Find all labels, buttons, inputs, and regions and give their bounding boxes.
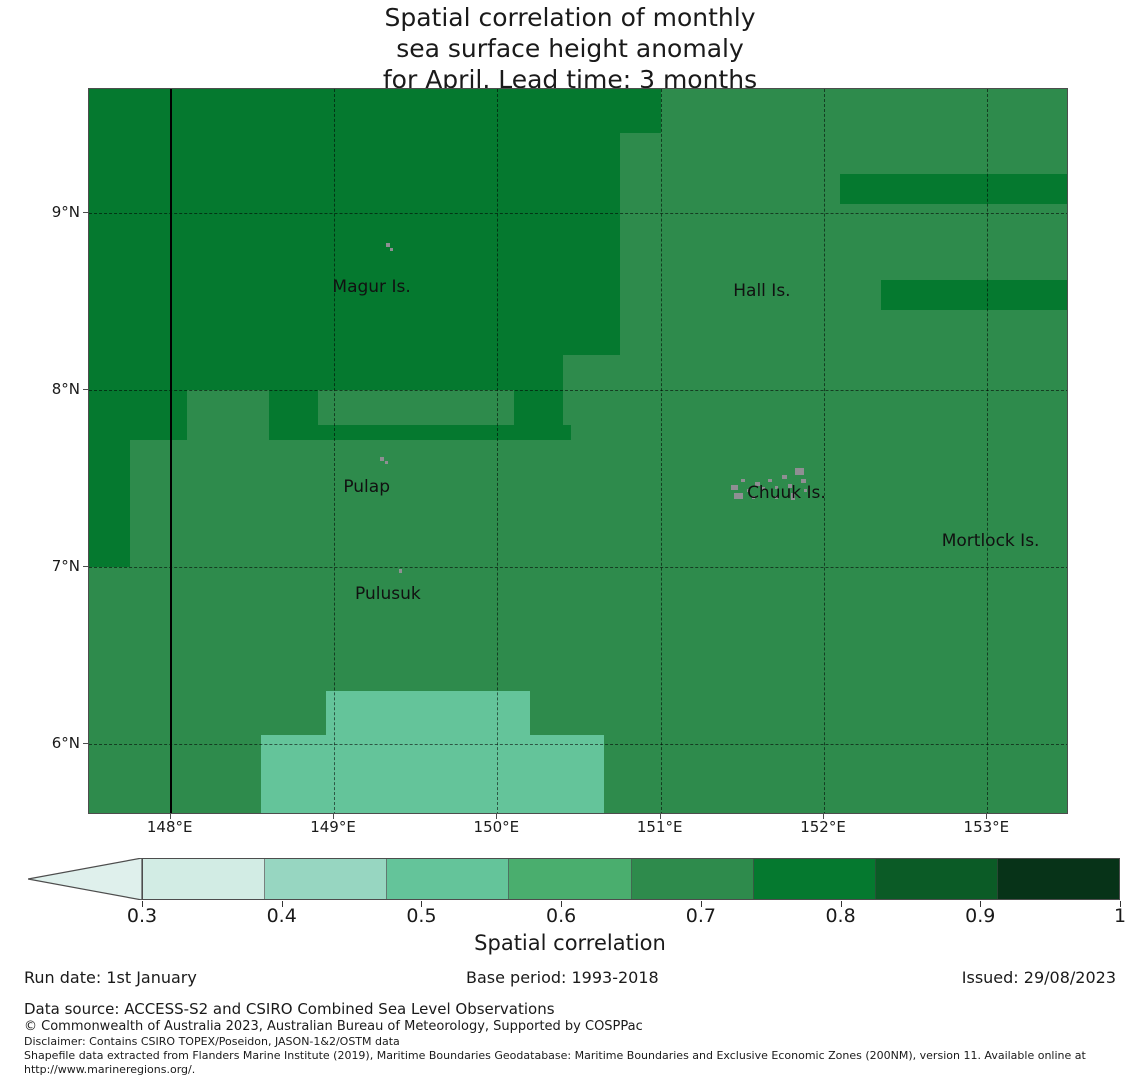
island-shape: [768, 478, 773, 482]
page-title: Spatial correlation of monthly sea surfa…: [382, 3, 758, 94]
heatmap-cell: [660, 89, 1067, 134]
map-label-pulusuk: Pulusuk: [355, 583, 421, 604]
colorbar-tick-label: 0.3: [126, 905, 158, 927]
island-shape: [761, 486, 765, 490]
map-label-hall-is: Hall Is.: [733, 280, 791, 301]
shapefile-text: Shapefile data extracted from Flanders M…: [24, 1049, 1086, 1076]
copyright-text: © Commonwealth of Australia 2023, Austra…: [24, 1019, 643, 1034]
map-label-chuuk-is: Chuuk Is.: [747, 482, 826, 503]
colorbar-tick-mark: [561, 901, 563, 907]
colorbar-segment: [631, 859, 754, 899]
credits-block: Data source: ACCESS-S2 and CSIRO Combine…: [24, 1000, 1124, 1077]
colorbar-segment: [387, 859, 510, 899]
y-axis-tick-mark: [83, 389, 88, 391]
colorbar-tick-mark: [421, 901, 423, 907]
island-shape: [781, 475, 787, 480]
y-axis-tick-label: 8°N: [51, 380, 80, 399]
y-axis-tick-mark: [83, 211, 88, 213]
island-shape: [752, 496, 756, 500]
island-polygons: [89, 89, 1067, 813]
colorbar-tick-label: 0.4: [266, 905, 297, 927]
island-shape: [384, 460, 388, 464]
heatmap-cell: [325, 691, 530, 736]
heatmap-cell: [668, 204, 1067, 355]
x-axis-tick-label: 153°E: [963, 818, 1010, 836]
colorbar-segment: [875, 859, 998, 899]
heatmap-cell: [89, 89, 620, 205]
map-plot-area: Magur Is. Hall Is. Pulap Chuuk Is. Mortlock …: [88, 88, 1068, 814]
y-axis-tick-mark: [83, 743, 88, 745]
island-shape: [379, 457, 384, 462]
x-axis-tick-mark: [823, 814, 824, 819]
base-period: Base period: 1993-2018: [466, 968, 659, 987]
colorbar-tick-mark: [1120, 901, 1121, 907]
heatmap-cell: [260, 735, 604, 813]
disclaimer-text: Disclaimer: Contains CSIRO TOPEX/Poseido…: [24, 1035, 400, 1048]
x-axis-tick-label: 150°E: [473, 818, 520, 836]
colorbar-segment: [509, 859, 632, 899]
colorbar-segment: [753, 859, 876, 899]
island-shape: [730, 484, 738, 490]
map-label-mortlock-is: Mortlock Is.: [941, 530, 1040, 551]
x-axis-tick-mark: [659, 814, 661, 819]
colorbar-tick-label: 1: [1113, 905, 1127, 927]
colorbar-segment: [265, 859, 388, 899]
colorbar-tick-mark: [142, 901, 143, 907]
island-shape: [389, 248, 393, 252]
map-label-pulap: Pulap: [343, 477, 390, 498]
heatmap-cell: [317, 390, 514, 426]
colorbar-tick-mark: [281, 901, 283, 907]
colorbar-segment: [143, 859, 266, 899]
run-date: Run date: 1st January: [24, 968, 197, 987]
colorbar-tick-label: 0.9: [965, 905, 996, 927]
island-shape: [734, 492, 744, 499]
island-shape: [801, 478, 807, 483]
x-axis-tick-mark: [333, 814, 334, 819]
island-shape: [794, 467, 804, 475]
island-shape: [804, 489, 808, 493]
colorbar-tick-label: 0.5: [406, 905, 437, 927]
island-shape: [399, 568, 403, 573]
x-axis-tick-mark: [986, 814, 988, 819]
island-shape: [775, 485, 778, 489]
y-axis-tick-label: 9°N: [51, 202, 80, 221]
colorbar-extend-arrow: [28, 858, 143, 900]
colorbar-gradient: [142, 858, 1120, 900]
issued-date: Issued: 29/08/2023: [961, 968, 1116, 987]
colorbar-tick-mark: [840, 901, 842, 907]
colorbar-segment: [997, 859, 1119, 899]
colorbar-label: Spatial correlation: [474, 931, 666, 955]
heatmap-cell: [881, 280, 1067, 311]
island-shape: [791, 492, 796, 500]
colorbar-tick-mark: [700, 901, 702, 907]
island-shape: [755, 482, 761, 487]
colorbar-tick-label: 0.8: [825, 905, 856, 927]
island-shape: [386, 243, 391, 248]
x-axis-tick-mark: [169, 814, 171, 819]
y-axis-tick-mark: [83, 566, 88, 568]
x-axis-tick-label: 148°E: [146, 818, 193, 836]
y-axis-tick-label: 6°N: [51, 734, 80, 753]
x-axis-tick-mark: [496, 814, 498, 819]
island-shape: [747, 489, 751, 493]
colorbar: 0.3 0.4 0.5 0.6 0.7 0.8 0.9 1 Spatial correlati…: [0, 855, 1140, 955]
heatmap-cells: [89, 89, 1067, 813]
x-axis-tick-label: 152°E: [800, 818, 846, 836]
island-shape: [775, 496, 778, 500]
heatmap-cell: [89, 204, 620, 355]
x-axis-tick-label: 149°E: [310, 818, 356, 836]
data-source-text: Data source: ACCESS-S2 and CSIRO Combine…: [24, 1000, 555, 1018]
y-axis-tick-label: 7°N: [51, 557, 80, 576]
colorbar-tick-label: 0.7: [685, 905, 716, 927]
island-shape: [740, 478, 745, 482]
heatmap-cell: [562, 354, 1067, 440]
x-axis-tick-label: 151°E: [636, 818, 683, 836]
heatmap-cell: [89, 517, 130, 568]
island-shape: [788, 483, 793, 488]
colorbar-tick-mark: [980, 901, 982, 907]
metadata-row: Run date: 1st January Base period: 1993-…: [0, 968, 1140, 992]
colorbar-tick-label: 0.6: [546, 905, 577, 927]
map-label-magur-is: Magur Is.: [332, 277, 411, 298]
